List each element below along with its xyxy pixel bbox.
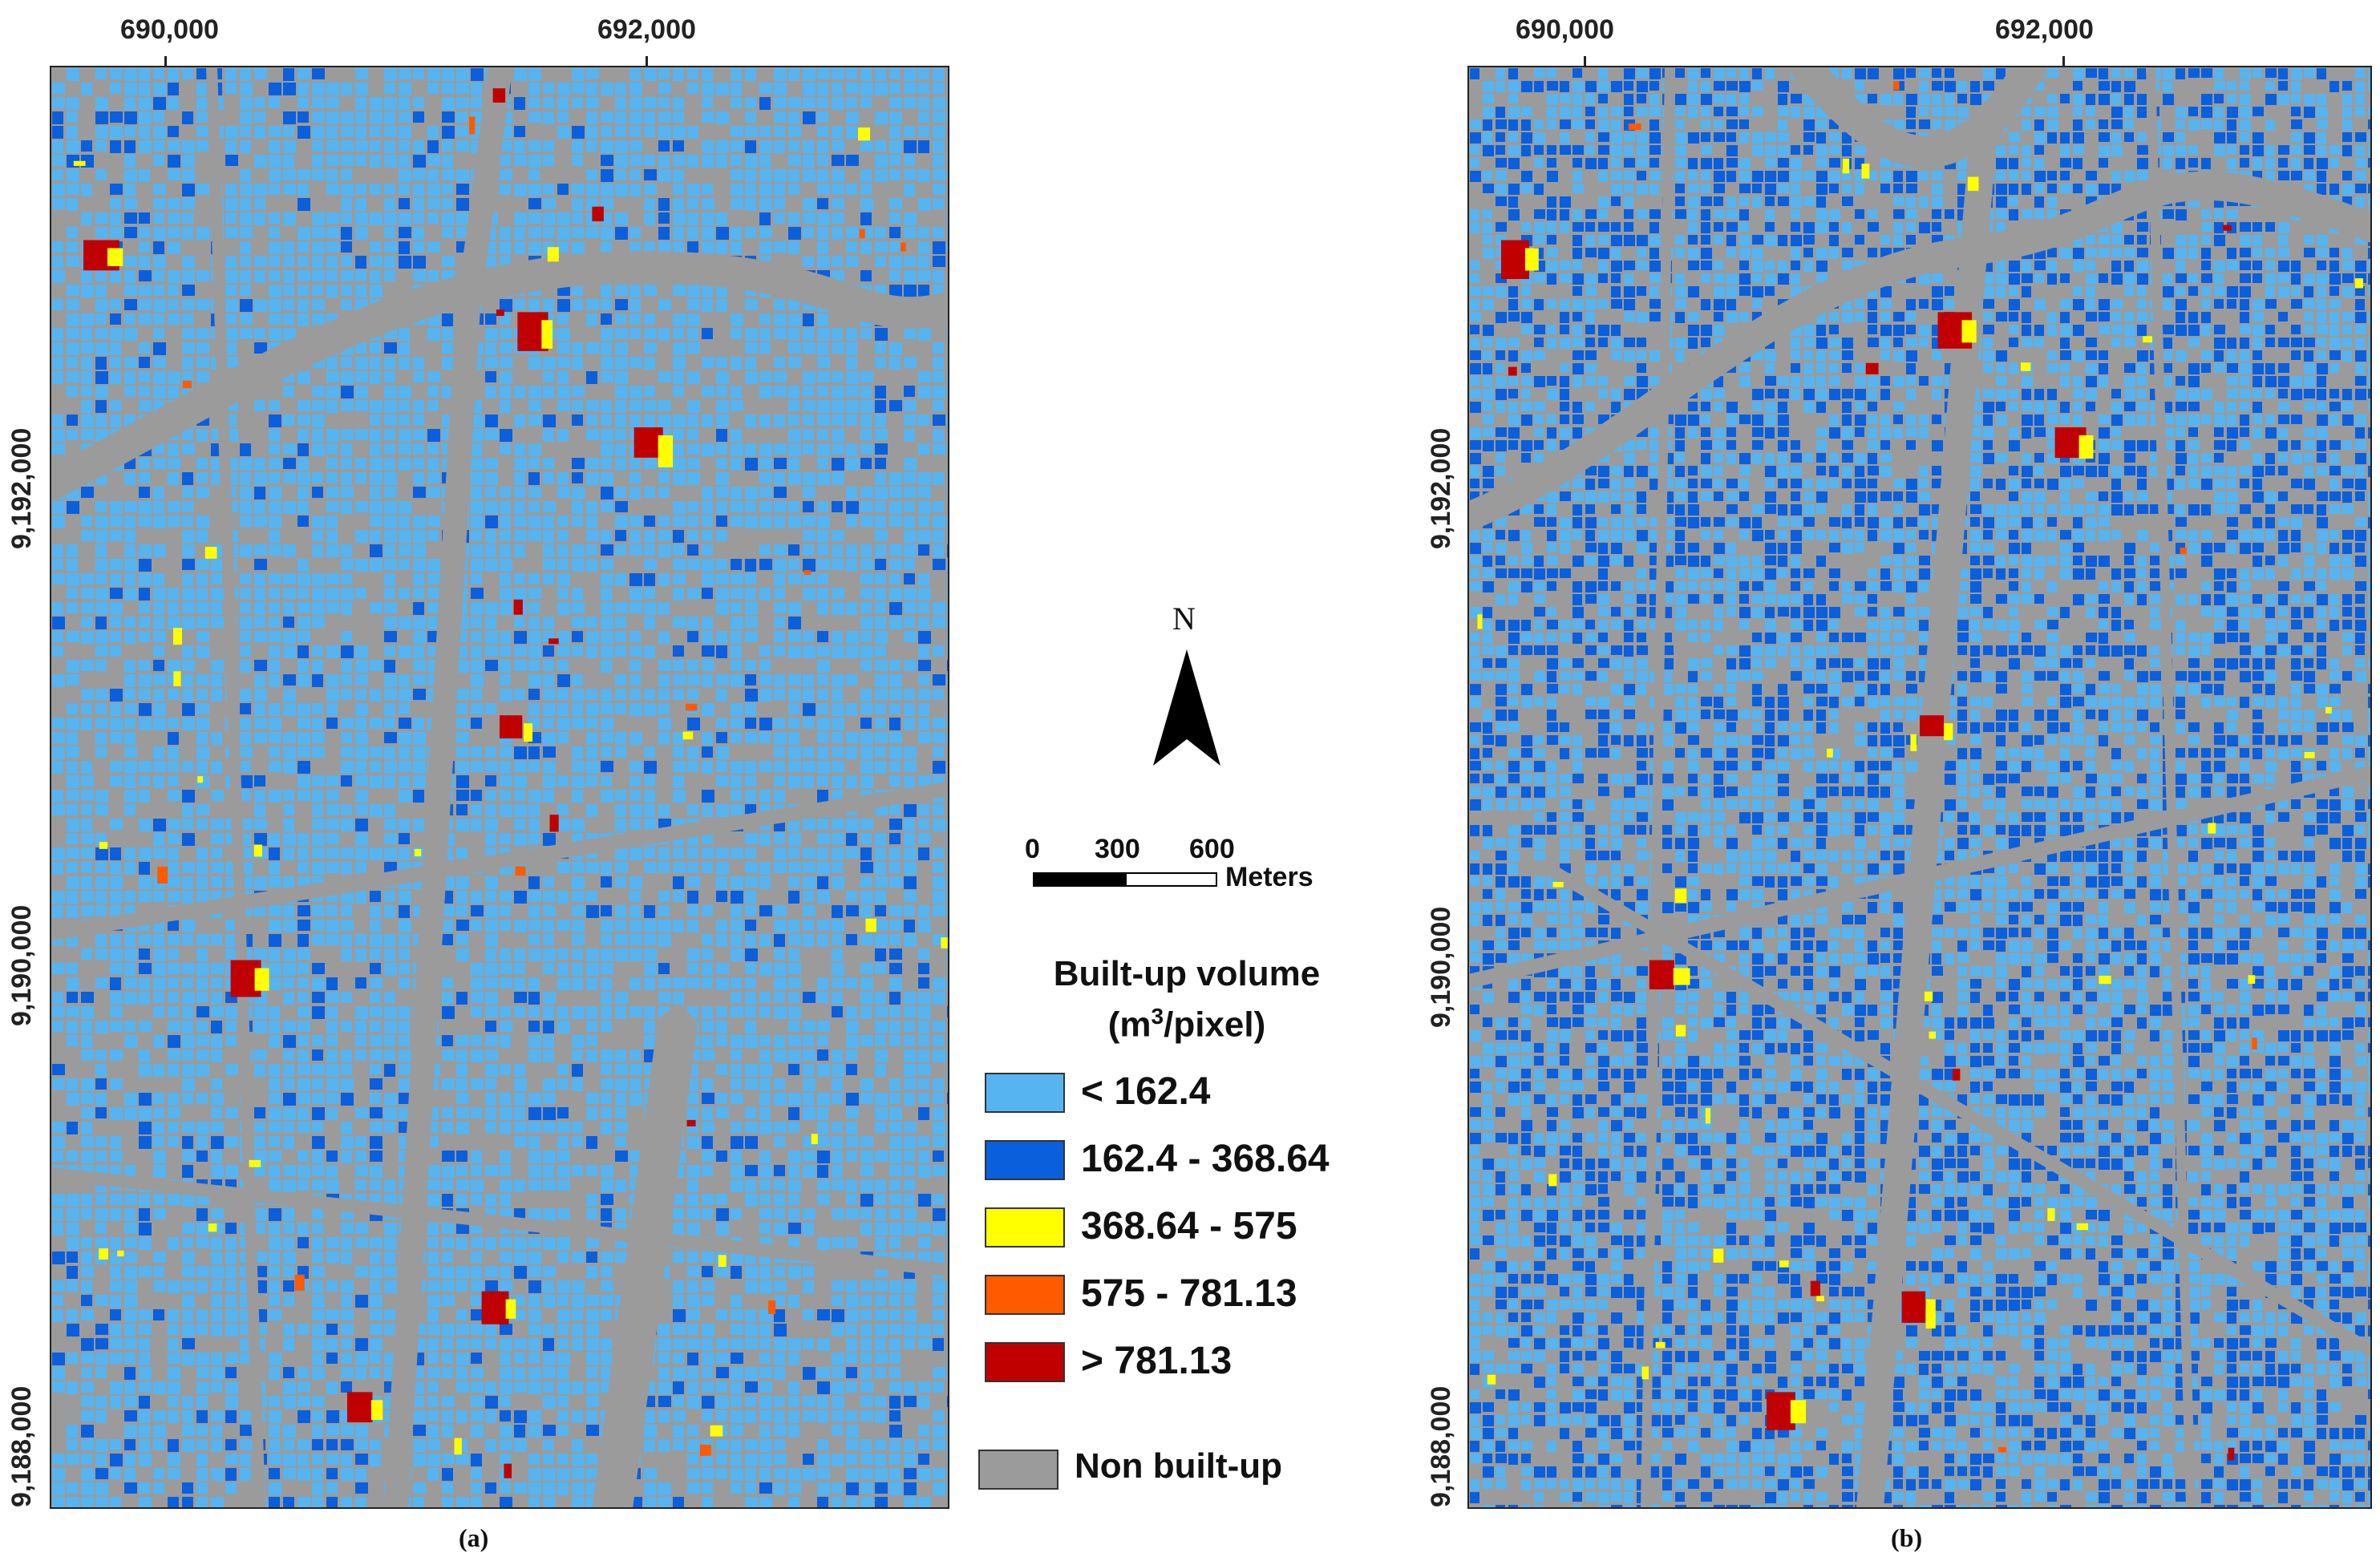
panel-b-label: (b) bbox=[1891, 1523, 1923, 1552]
map-panel-a bbox=[50, 66, 949, 1509]
panel-b-y-tick-9188000: 9,188,000 bbox=[1426, 1385, 1456, 1507]
legend-swatch-class-5 bbox=[985, 1342, 1065, 1382]
legend-subtitle-suffix: /pixel) bbox=[1164, 1005, 1266, 1045]
scale-bar bbox=[1033, 872, 1217, 887]
panel-b-y-tick-9190000: 9,190,000 bbox=[1426, 906, 1456, 1028]
panel-a-y-tick-9188000: 9,188,000 bbox=[6, 1385, 37, 1507]
north-arrow-icon bbox=[1153, 649, 1220, 766]
panel-a-x-tickmark bbox=[164, 56, 167, 69]
scale-bar-black-segment bbox=[1034, 874, 1127, 885]
panel-a-x-tick-690000: 690,000 bbox=[120, 14, 219, 45]
map-panel-b bbox=[1467, 66, 2372, 1509]
legend-subtitle-prefix: (m bbox=[1107, 1005, 1152, 1045]
panel-b-y-tick-9192000: 9,192,000 bbox=[1426, 427, 1456, 549]
panel-b-x-tickmark bbox=[2062, 56, 2065, 69]
legend-label-class-4: 575 - 781.13 bbox=[1081, 1272, 1297, 1315]
legend-swatch-non-built bbox=[978, 1450, 1058, 1490]
legend-label-class-5: > 781.13 bbox=[1081, 1340, 1232, 1382]
north-label: N bbox=[1172, 601, 1196, 637]
panel-a: 690,000 692,000 9,192,000 9,190,000 9,18… bbox=[0, 0, 962, 1565]
scale-tick-600: 600 bbox=[1189, 834, 1235, 864]
legend-label-non-built: Non built-up bbox=[1075, 1446, 1283, 1486]
legend-title: Built-up volume bbox=[1053, 954, 1321, 993]
panel-b: 690,000 692,000 9,192,000 9,190,000 9,18… bbox=[1411, 0, 2380, 1565]
legend-subtitle: (m3/pixel) bbox=[1002, 1004, 1371, 1045]
panel-b-x-tick-690000: 690,000 bbox=[1516, 14, 1614, 45]
panel-a-y-tick-9190000: 9,190,000 bbox=[6, 904, 37, 1026]
legend-area: N 0 300 600 Meters Built-up volume (m3/p… bbox=[962, 0, 1411, 1565]
scale-tick-0: 0 bbox=[1025, 834, 1040, 864]
panel-a-x-tickmark bbox=[646, 56, 648, 69]
legend-label-class-2: 162.4 - 368.64 bbox=[1081, 1138, 1330, 1180]
legend-subtitle-sup: 3 bbox=[1151, 1004, 1164, 1029]
scale-unit: Meters bbox=[1225, 862, 1313, 892]
legend-swatch-class-4 bbox=[985, 1275, 1065, 1315]
map-a-raster bbox=[51, 67, 948, 1507]
legend-label-class-3: 368.64 - 575 bbox=[1081, 1205, 1297, 1248]
legend-swatch-class-3 bbox=[985, 1207, 1065, 1248]
panel-a-label: (a) bbox=[459, 1523, 489, 1552]
panel-a-y-tick-9192000: 9,192,000 bbox=[6, 427, 37, 549]
legend-swatch-class-2 bbox=[985, 1140, 1065, 1180]
scale-tick-300: 300 bbox=[1095, 834, 1140, 864]
legend-swatch-class-1 bbox=[985, 1073, 1065, 1113]
panel-a-x-tick-692000: 692,000 bbox=[597, 14, 696, 45]
map-b-raster bbox=[1469, 67, 2370, 1507]
panel-b-x-tickmark bbox=[1584, 56, 1586, 69]
legend-label-class-1: < 162.4 bbox=[1081, 1070, 1211, 1113]
panel-b-x-tick-692000: 692,000 bbox=[1995, 14, 2094, 45]
